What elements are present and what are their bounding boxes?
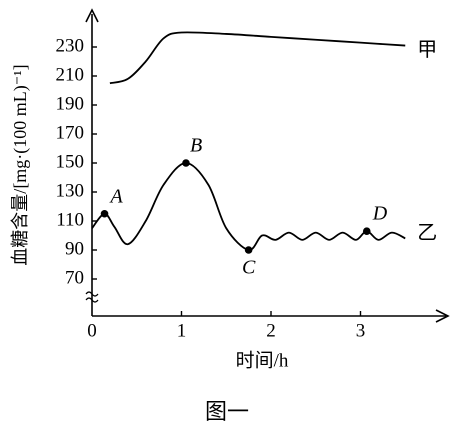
y-tick-label: 230 [56, 35, 85, 56]
y-axis-label: 血糖含量/[mg·(100 mL)⁻¹] [10, 64, 31, 265]
point-label: C [242, 257, 256, 279]
x-tick-label: 0 [87, 320, 97, 341]
point [182, 159, 190, 167]
series-label: 甲 [417, 39, 437, 61]
point [100, 209, 109, 218]
x-tick-label: 2 [266, 320, 276, 341]
point-label: D [372, 203, 388, 225]
point [244, 246, 253, 254]
y-tick-label: 210 [56, 64, 85, 85]
x-axis-label: 时间/h [236, 349, 289, 371]
series-label: 乙 [417, 222, 437, 244]
y-tick-label: 90 [65, 238, 84, 259]
y-tick-label: 190 [56, 93, 85, 114]
line [91, 162, 406, 251]
point-label: B [190, 135, 202, 157]
x-tick-label: 3 [356, 320, 366, 341]
axis-break [85, 291, 99, 303]
x-axis-arrow [435, 309, 450, 323]
point-label: A [109, 185, 124, 207]
y-tick-label: 130 [56, 180, 85, 201]
y-axis-arrow [85, 8, 99, 23]
y-tick-label: 170 [56, 122, 85, 143]
y-tick-label: 150 [56, 151, 85, 172]
y-tick-label: 70 [65, 267, 84, 288]
line [109, 31, 406, 85]
y-tick-label: 110 [56, 209, 84, 230]
caption: 图一 [205, 399, 249, 424]
point [362, 227, 371, 235]
x-tick-label: 1 [177, 320, 187, 341]
